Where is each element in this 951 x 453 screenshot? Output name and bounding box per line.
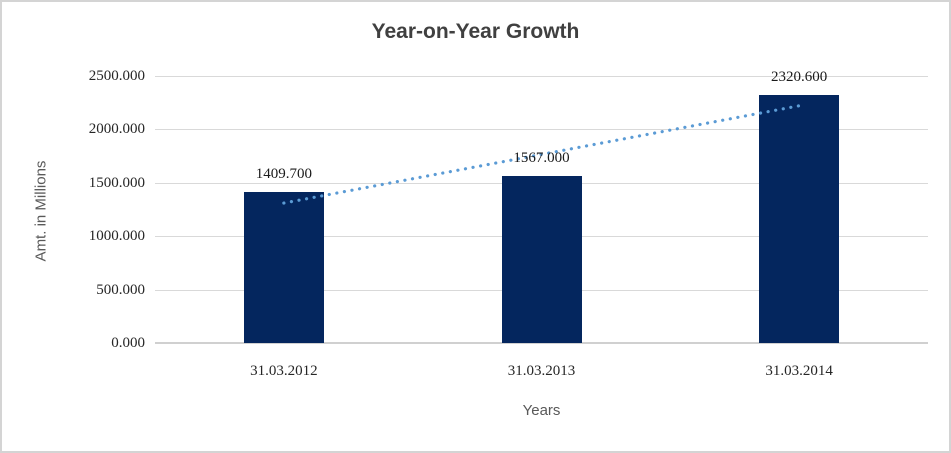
gridline: [155, 129, 928, 131]
bar-data-label: 2320.600: [771, 69, 828, 86]
plot-area: [155, 76, 928, 344]
y-tick-label: 2500.000: [88, 68, 145, 84]
bar-31.03.2012: [243, 192, 324, 343]
y-axis-title: Amt. in Millions: [32, 160, 50, 262]
bar-31.03.2013: [501, 175, 582, 343]
y-tick-label: 0.000: [111, 335, 145, 351]
bar-data-label: 1567.000: [513, 149, 570, 166]
x-axis-title: Years: [522, 402, 561, 419]
bar-31.03.2014: [759, 95, 840, 343]
gridline: [155, 76, 928, 77]
x-tick-label: 31.03.2013: [507, 363, 576, 379]
x-axis-line: [155, 342, 928, 344]
x-tick-label: 31.03.2012: [250, 363, 318, 379]
x-tick-label: 31.03.2014: [765, 363, 833, 379]
trendline: [282, 104, 801, 205]
y-tick-label: 500.000: [96, 281, 145, 298]
y-tick-label: 1000.000: [88, 228, 145, 245]
y-tick-label: 2000.000: [88, 121, 145, 138]
y-tick-label: 1500.000: [88, 174, 145, 191]
bar-data-label: 1409.700: [255, 166, 312, 183]
chart-title: Year-on-Year Growth: [371, 20, 580, 43]
